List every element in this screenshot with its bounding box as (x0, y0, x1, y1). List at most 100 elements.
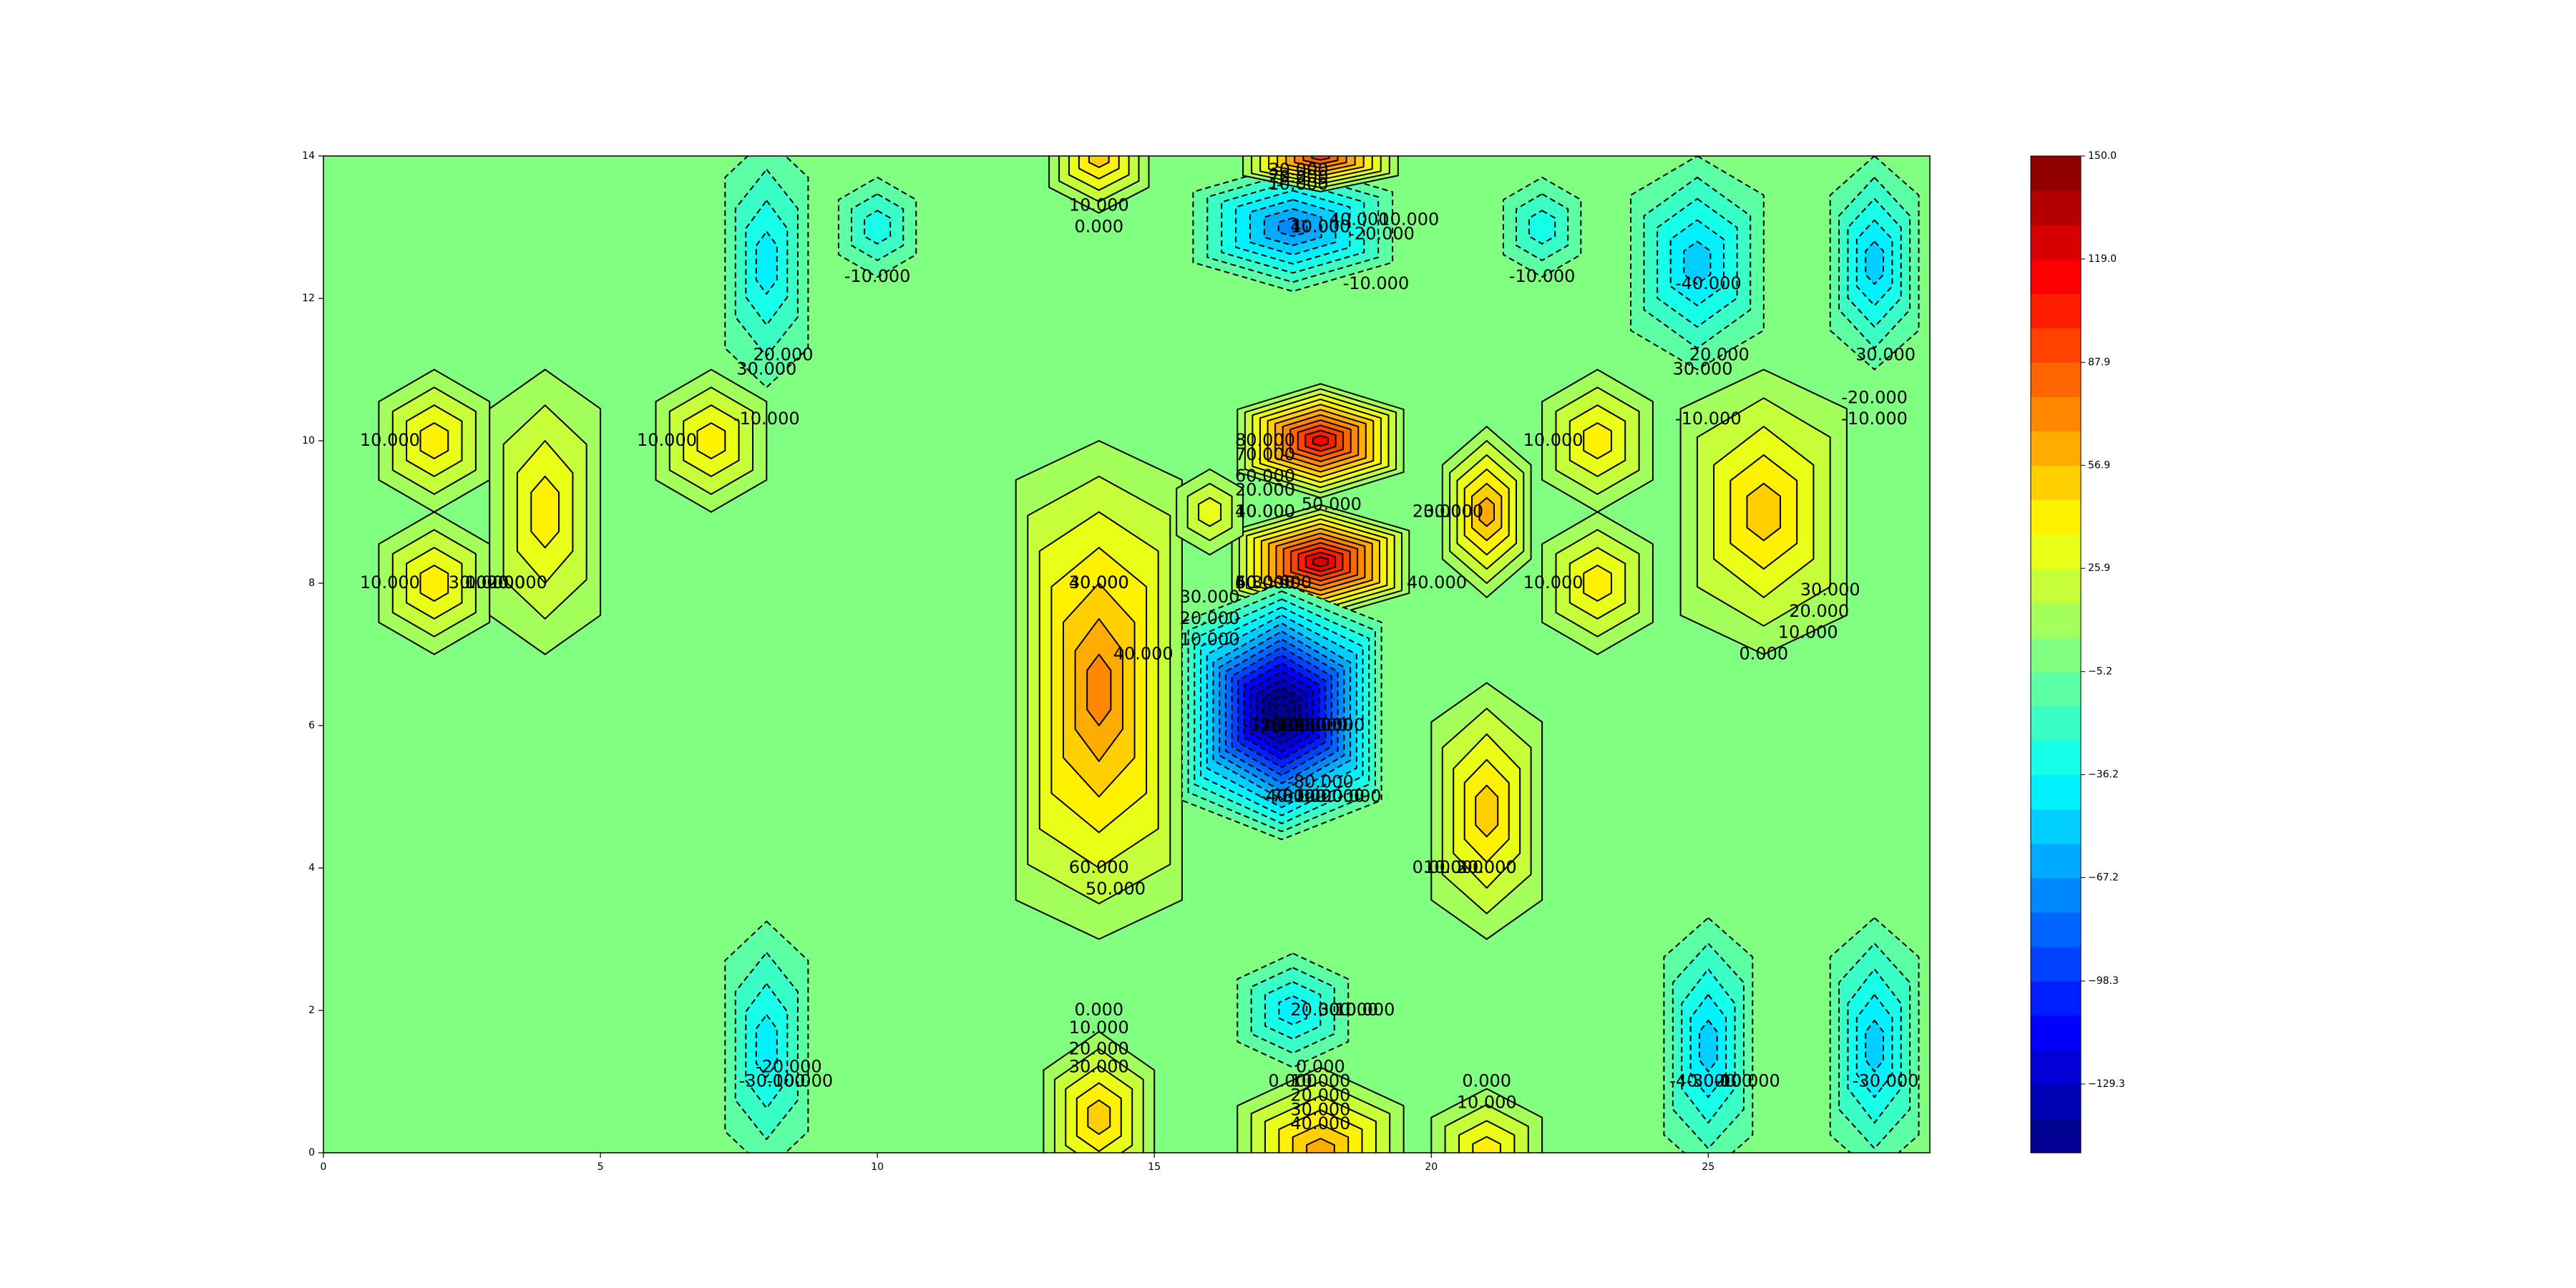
contour-label: 0.000 (1074, 217, 1123, 237)
colorbar-segment (2031, 1118, 2081, 1153)
colorbar-segment (2031, 499, 2081, 535)
contour-label: 10.000 (637, 430, 697, 450)
feature-cyan-right-bottom (1664, 918, 1752, 1174)
contour-label: 10.000 (1290, 217, 1350, 237)
colorbar-segment (2031, 637, 2081, 672)
colorbar-tick-label: 25.9 (2088, 562, 2110, 574)
colorbar-tick-label: −98.3 (2088, 975, 2119, 987)
colorbar-segment (2031, 465, 2081, 500)
contour-label: 60.000 (1069, 857, 1129, 877)
contour-ring (1699, 1020, 1717, 1072)
contour-label: 0.000 (1739, 644, 1788, 664)
contour-label: 0.000 (1462, 1071, 1511, 1091)
contour-label: -100.000 (1254, 715, 1332, 735)
colorbar-segment (2031, 225, 2081, 260)
contour-label: 30.000 (1069, 1057, 1129, 1077)
contour-label: -30.000 (1853, 1071, 1919, 1091)
colorbar-tick-label: 119.0 (2088, 253, 2117, 265)
y-tick-label: 14 (302, 150, 315, 162)
contour-label: 10.000 (1778, 623, 1838, 643)
colorbar-tick-label: 150.0 (2088, 150, 2117, 162)
colorbar-segment (2031, 844, 2081, 879)
contour-ring (421, 565, 449, 601)
x-tick-label: 0 (321, 1161, 327, 1173)
contour-ring (1087, 655, 1111, 726)
feature-left-column (489, 370, 600, 655)
contour-label: 50.000 (1302, 494, 1362, 514)
colorbar-segment (2031, 568, 2081, 603)
colorbar-segment (2031, 706, 2081, 741)
contour-ring (1313, 436, 1328, 446)
colorbar-segment (2031, 293, 2081, 328)
contour-label: 40.000 (1069, 572, 1129, 592)
contour-label: -10.000 (844, 266, 911, 286)
contour-label: 20.000 (1413, 502, 1473, 522)
colorbar-segment (2031, 190, 2081, 225)
contour-label: 30.000 (1800, 580, 1860, 600)
contour-label: 10.000 (360, 430, 420, 450)
contour-label: -10.000 (1343, 273, 1410, 293)
contour-label: 10.000 (1069, 195, 1129, 215)
contour-label: 10.000 (1423, 857, 1483, 877)
colorbar-segment (2031, 602, 2081, 638)
contour-ring (531, 477, 559, 548)
contour-ring (864, 210, 890, 243)
colorbar-segment (2031, 1050, 2081, 1085)
contour-label: 20.000 (1235, 480, 1295, 500)
contour-label: -40.000 (1675, 273, 1742, 293)
feature-yellow-lower-right (1431, 683, 1542, 939)
contour-label: 20.000 (1180, 608, 1240, 628)
colorbar-segment (2031, 981, 2081, 1016)
colorbar-segment (2031, 534, 2081, 569)
contour-ring (1475, 786, 1498, 837)
colorbar-segment (2031, 1015, 2081, 1050)
contour-label: 10.000 (1523, 430, 1584, 450)
contour-label: 40.000 (1290, 1113, 1350, 1133)
contour-ring (1088, 1100, 1110, 1134)
y-tick-label: 2 (308, 1005, 315, 1016)
x-tick-label: 20 (1425, 1161, 1438, 1173)
contour-label: 30.000 (1673, 359, 1733, 379)
contour-ring (1584, 565, 1611, 601)
contour-label: 0.000 (1074, 1000, 1123, 1020)
colorbar-segment (2031, 809, 2081, 844)
contour-label: 50.000 (1085, 879, 1146, 899)
colorbar-segment (2031, 775, 2081, 810)
contour-label: 10.000 (1457, 1092, 1517, 1112)
colorbar-segment (2031, 741, 2081, 776)
colorbar-segment (2031, 328, 2081, 363)
contour-ring (421, 423, 449, 459)
y-tick-label: 10 (302, 435, 315, 447)
colorbar-tick-label: −67.2 (2088, 872, 2119, 884)
contour-label: -10.000 (1841, 409, 1908, 429)
colorbar-tick-label: −5.2 (2088, 666, 2112, 678)
colorbar-segment (2031, 912, 2081, 947)
y-tick-label: 8 (308, 577, 315, 589)
contour-label: 0.000 (1268, 1071, 1317, 1091)
colorbar-segment (2031, 396, 2081, 431)
colorbar-tick-label: −36.2 (2088, 769, 2119, 781)
feature-cyan-far-right-top (1830, 156, 1919, 370)
colorbar-segment (2031, 259, 2081, 294)
x-tick-label: 15 (1148, 1161, 1161, 1173)
feature-cyan-column-bottom (725, 922, 808, 1171)
contour-label: 20.000 (1290, 1000, 1350, 1020)
y-tick-label: 6 (308, 720, 315, 731)
contour-label: 10.000 (1269, 174, 1329, 194)
contour-label: 70.000 (1235, 444, 1295, 464)
x-tick-label: 25 (1702, 1161, 1714, 1173)
contour-label: -40.000 (1669, 1071, 1736, 1091)
contour-ring (1584, 423, 1611, 459)
contour-ring (1865, 1020, 1883, 1072)
contour-label: 10.000 (1069, 1018, 1129, 1038)
contour-label: 60.000 (1235, 572, 1295, 592)
y-tick-label: 0 (308, 1147, 315, 1158)
contour-label: -20.000 (1841, 387, 1908, 407)
x-tick-label: 5 (597, 1161, 604, 1173)
colorbar-tick-label: −129.3 (2088, 1078, 2125, 1090)
contour-label: -10.000 (1675, 409, 1742, 429)
colorbar-tick-label: 87.9 (2088, 356, 2110, 368)
contour-label: 10.000 (1523, 572, 1584, 592)
x-tick-label: 10 (871, 1161, 884, 1173)
